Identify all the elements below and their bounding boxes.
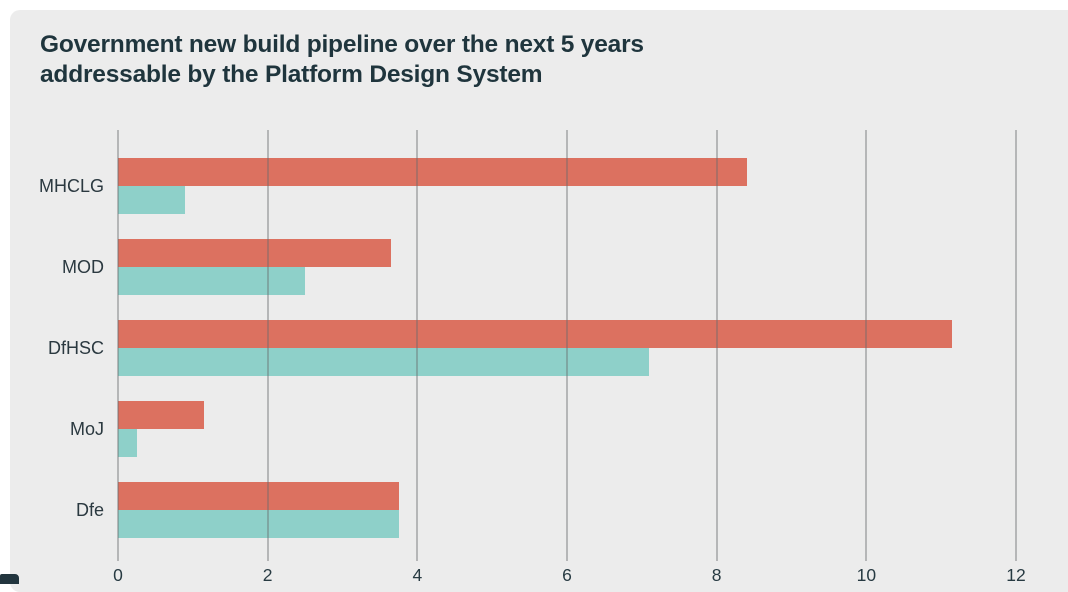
bar-teal-MHCLG xyxy=(118,186,186,214)
gridline-x-2 xyxy=(266,130,269,561)
chart-title: Government new build pipeline over the n… xyxy=(40,31,644,89)
x-tick-label-6: 6 xyxy=(562,565,572,585)
bar-teal-MoJ xyxy=(118,429,137,457)
x-tick-label-0: 0 xyxy=(113,565,123,585)
x-tick-label-12: 12 xyxy=(1006,565,1026,585)
x-tick-label-8: 8 xyxy=(711,565,722,585)
bar-teal-Dfe xyxy=(118,510,399,538)
bar-teal-MOD xyxy=(118,267,306,295)
gridline-x-0 xyxy=(117,130,119,561)
bar-orange-MOD xyxy=(118,239,392,267)
x-tick-label-10: 10 xyxy=(856,565,877,585)
x-tick-label-4: 4 xyxy=(412,565,423,585)
plot-area xyxy=(117,130,1017,561)
y-axis-category-label-Dfe: Dfe xyxy=(75,500,104,520)
gridline-x-8 xyxy=(715,130,718,561)
y-axis-category-label-MOD: MOD xyxy=(62,257,104,277)
gridline-x-10 xyxy=(865,130,868,561)
gridline-x-6 xyxy=(566,130,568,561)
bar-orange-MHCLG xyxy=(118,158,747,186)
bar-teal-DfHSC xyxy=(118,348,650,376)
corner-accent xyxy=(0,574,19,584)
gridline-x-12 xyxy=(1015,130,1017,561)
gridline-x-4 xyxy=(416,130,419,561)
y-axis-category-label-MoJ: MoJ xyxy=(69,419,104,439)
y-axis-category-label-MHCLG: MHCLG xyxy=(38,176,104,196)
bar-orange-MoJ xyxy=(118,401,205,429)
bar-orange-DfHSC xyxy=(118,320,953,348)
bar-orange-Dfe xyxy=(118,482,399,510)
y-axis-labels: MHCLG MOD DfHSC MoJ Dfe xyxy=(0,0,104,580)
y-axis-category-label-DfHSC: DfHSC xyxy=(47,338,104,358)
x-tick-label-2: 2 xyxy=(262,565,273,585)
